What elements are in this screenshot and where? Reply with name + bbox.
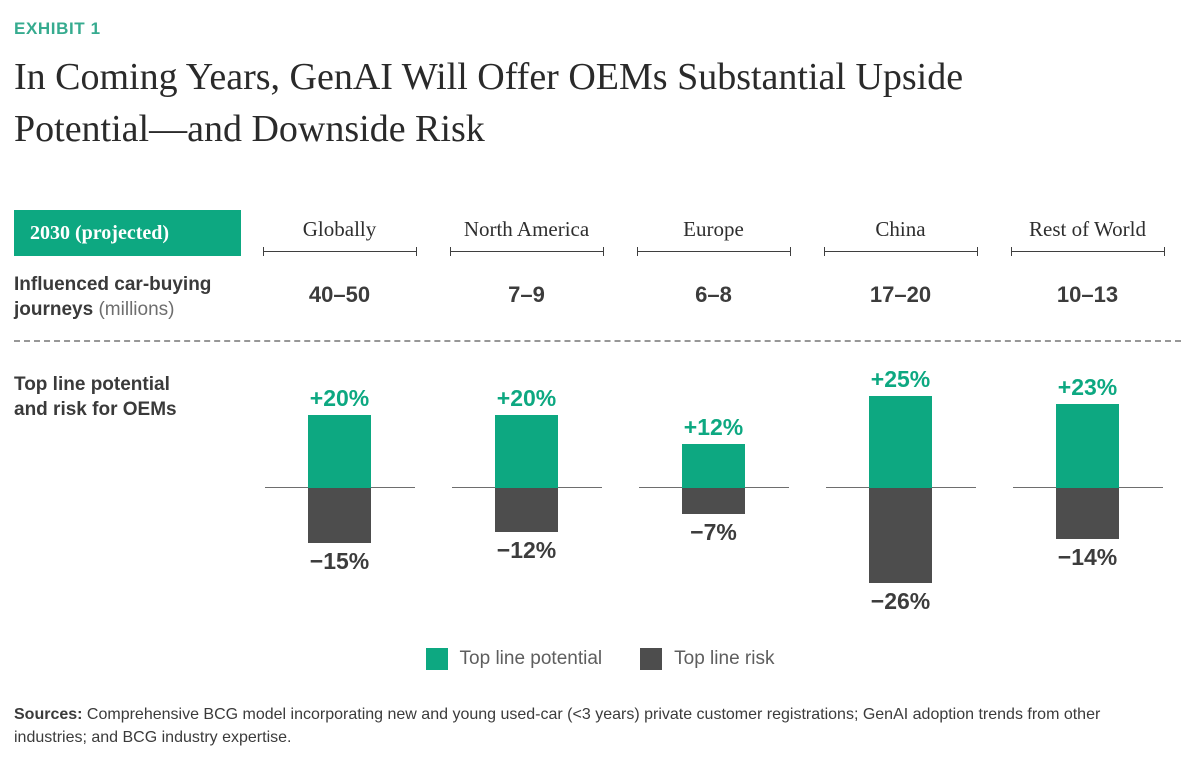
bar-positive-label: +20% [496, 385, 557, 411]
column-bracket [823, 247, 978, 256]
bar-negative-label: −12% [496, 537, 557, 563]
bar-positive [1056, 404, 1119, 488]
bar-negative-label: −15% [309, 548, 370, 574]
bar-negative-label: −7% [690, 519, 737, 545]
column-header-europe: Europe [620, 210, 807, 256]
legend-item-risk: Top line risk [640, 648, 774, 670]
legend-item-potential: Top line potential [425, 648, 603, 670]
page-title-line1: In Coming Years, GenAI Will Offer OEMs S… [14, 56, 964, 98]
column-bracket [636, 247, 791, 256]
journey-value-north-america: 7–9 [508, 282, 545, 307]
column-title: North America [463, 217, 590, 241]
legend-swatch-risk [640, 648, 663, 670]
journey-value-europe: 6–8 [695, 282, 732, 307]
bar-positive [308, 415, 371, 488]
column-title: China [875, 217, 926, 241]
sources-note: Sources: Comprehensive BCG model incorpo… [14, 703, 1159, 749]
journey-value-globally: 40–50 [308, 282, 371, 307]
column-header-globally: Globally [246, 210, 433, 256]
bar-group-north-america: +20% −12% [433, 342, 620, 632]
column-header-north-america: North America [433, 210, 620, 256]
bar-positive-label: +23% [1057, 374, 1118, 400]
bar-negative [1056, 488, 1119, 539]
column-bracket [262, 247, 417, 256]
bar-positive-label: +25% [870, 366, 931, 392]
bar-positive-label: +20% [309, 385, 370, 411]
bar-negative [308, 488, 371, 543]
bar-negative [869, 488, 932, 583]
chart-legend: Top line potential Top line risk [14, 648, 1186, 670]
bar-negative-label: −26% [870, 588, 931, 614]
exhibit-table: 2030 (projected) Globally North America Eu… [14, 210, 1186, 632]
journeys-row-label: Influenced car-buying journeys (millions… [14, 256, 234, 340]
column-header-china: China [807, 210, 994, 256]
journeys-label-unit: (millions) [93, 299, 175, 320]
bars-row-label: Top line potential and risk for OEMs [14, 342, 234, 632]
bar-group-europe: +12% −7% [620, 342, 807, 632]
column-title: Rest of World [1029, 217, 1146, 241]
sources-text: Comprehensive BCG model incorporating ne… [14, 706, 1101, 746]
bar-group-globally: +20% −15% [246, 342, 433, 632]
journeys-label-bold: Influenced car-buying journeys [14, 274, 212, 320]
page-title: In Coming Years, GenAI Will Offer OEMs S… [14, 51, 1114, 155]
exhibit-label: EXHIBIT 1 [14, 19, 101, 38]
column-title: Europe [683, 217, 744, 241]
sources-label: Sources: [14, 706, 83, 723]
bar-positive [682, 444, 745, 488]
bar-group-china: +25% −26% [807, 342, 994, 632]
year-badge: 2030 (projected) [14, 210, 241, 256]
bars-label-line2: and risk for OEMs [14, 399, 177, 420]
column-bracket [1010, 247, 1165, 256]
column-header-rest-of-world: Rest of World [994, 210, 1181, 256]
journey-value-rest-of-world: 10–13 [1056, 282, 1119, 307]
column-bracket [449, 247, 604, 256]
legend-label-potential: Top line potential [459, 648, 603, 669]
bar-positive [869, 396, 932, 488]
bar-negative [495, 488, 558, 532]
bars-label-line1: Top line potential [14, 374, 170, 395]
bar-group-rest-of-world: +23% −14% [994, 342, 1181, 632]
bar-positive-label: +12% [683, 414, 744, 440]
page-title-line2: Potential—and Downside Risk [14, 108, 485, 150]
bar-negative-label: −14% [1057, 544, 1118, 570]
journey-value-china: 17–20 [869, 282, 932, 307]
column-title: Globally [302, 217, 377, 241]
bar-negative [682, 488, 745, 514]
legend-label-risk: Top line risk [674, 648, 775, 669]
dashed-divider [14, 340, 1181, 342]
bar-positive [495, 415, 558, 488]
legend-swatch-potential [425, 648, 448, 670]
